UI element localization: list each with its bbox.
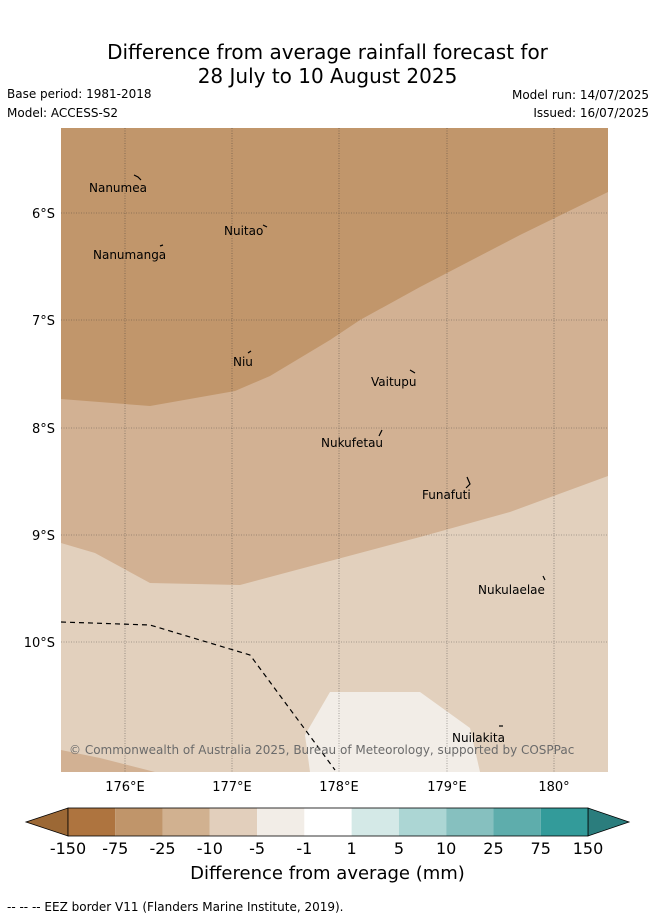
colorbar-tick-label: -10 [197,839,223,858]
island-funafuti [465,476,471,489]
colorbar-segment [68,808,116,836]
colorbar-segment [257,808,305,836]
map-title: Difference from average rainfall forecas… [0,40,655,88]
island-niu [247,350,252,354]
colorbar-segment [162,808,210,836]
colorbar-tick-label: 150 [573,839,604,858]
colorbar-segment [115,808,163,836]
colorbar-segment [540,808,588,836]
colorbar-segment [493,808,541,836]
colorbar: -150 -75 -25 -10 -5 -1 1 5 10 25 75 150 [24,807,631,858]
colorbar-tick-label: 10 [436,839,456,858]
colorbar-segment [351,808,399,836]
island-vaitupu [409,369,416,374]
colorbar-segment [446,808,494,836]
place-nukulaelae: Nukulaelae [478,583,545,597]
colorbar-segment [209,808,258,836]
islands [133,174,546,727]
lon-label-179e: 179°E [427,780,467,795]
colorbar-title: Difference from average (mm) [190,863,465,884]
eez-border [61,621,336,771]
place-niu: Niu [233,355,253,369]
map-title-line1: Difference from average rainfall forecas… [107,40,548,64]
island-nanumanga [159,244,164,247]
gridlines [61,128,608,772]
island-nukufetau [378,429,383,437]
place-funafuti: Funafuti [422,488,471,502]
colorbar-extend-high [587,807,631,837]
place-nanumea: Nanumea [89,181,147,195]
lat-label-7s: 7°S [32,314,55,329]
lon-label-178e: 178°E [319,780,359,795]
colorbar-tick-label: -25 [149,839,175,858]
colorbar-tick-label: -75 [102,839,128,858]
colorbar-segment [304,808,352,836]
place-nuilakita: Nuilakita [452,731,505,745]
base-period-text: Base period: 1981-2018 [7,87,152,101]
colorbar-tick-label: -5 [249,839,265,858]
colorbar-tick-label: 1 [347,839,357,858]
island-nukulaelae [542,575,546,581]
issued-text: Issued: 16/07/2025 [533,106,649,120]
zone-minus75-minus25 [61,128,608,406]
colorbar-tick-label: 25 [483,839,503,858]
place-nanumanga: Nanumanga [93,248,166,262]
place-nukufetau: Nukufetau [321,436,383,450]
colorbar-tick-label: -1 [296,839,312,858]
lat-label-8s: 8°S [32,422,55,437]
eez-legend: -- -- -- EEZ border V11 (Flanders Marine… [7,900,344,914]
colorbar-tick-label: 5 [394,839,404,858]
lat-label-9s: 9°S [32,529,55,544]
lat-label-6s: 6°S [32,207,55,222]
colorbar-tick-label: 75 [531,839,551,858]
lon-label-176e: 176°E [105,780,145,795]
zone-minus25-patch [61,750,155,772]
copyright-text: © Commonwealth of Australia 2025, Bureau… [69,743,574,757]
zone-minus5-minus1 [305,692,480,772]
model-text: Model: ACCESS-S2 [7,106,119,120]
colorbar-extend-low [24,807,69,837]
lon-label-180: 180° [538,780,569,795]
colorbar-frame [67,807,589,837]
map-title-line2: 28 July to 10 August 2025 [197,64,458,88]
place-nuitao: Nuitao [224,224,263,238]
map-area: Nanumea Nuitao Nanumanga Niu Vaitupu Nuk… [61,128,608,772]
colorbar-segment [398,808,447,836]
lon-label-177e: 177°E [212,780,252,795]
island-nuitao [262,224,268,228]
island-nanumea [133,174,142,181]
lat-label-10s: 10°S [24,636,55,651]
colorbar-tick-label: -150 [50,839,86,858]
model-run-text: Model run: 14/07/2025 [511,88,649,102]
place-vaitupu: Vaitupu [371,375,417,389]
